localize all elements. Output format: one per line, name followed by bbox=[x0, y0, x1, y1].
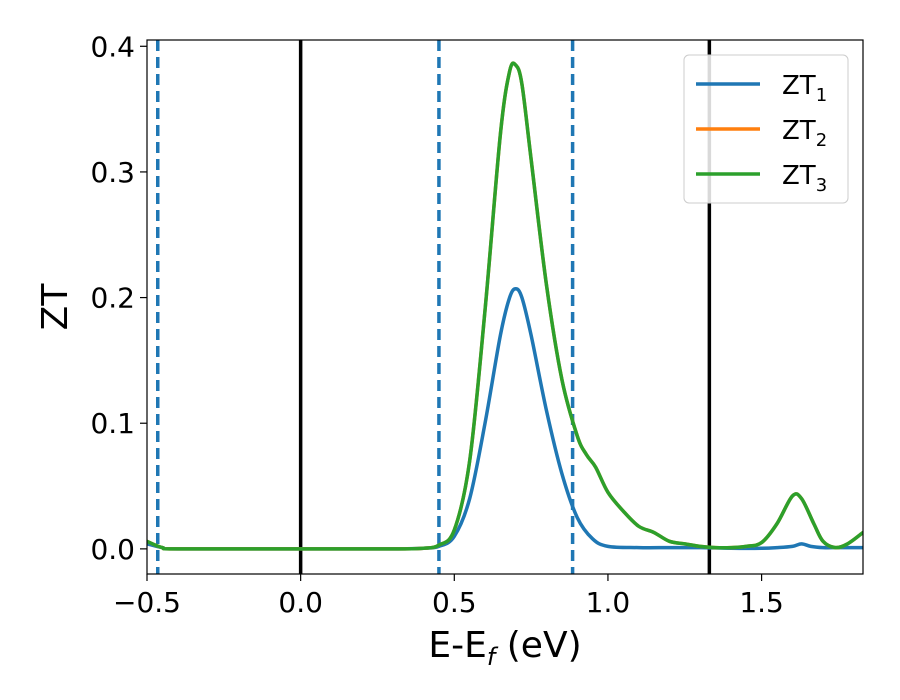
y-tick-label: 0.4 bbox=[90, 30, 135, 63]
y-axis: 0.0 0.1 0.2 0.3 0.4 bbox=[90, 30, 147, 566]
x-tick-label: 1.5 bbox=[739, 586, 784, 619]
y-axis-label: ZT bbox=[35, 283, 76, 331]
x-tick-label: 0.0 bbox=[278, 586, 323, 619]
x-tick-label: −0.5 bbox=[113, 586, 181, 619]
y-tick-label: 0.0 bbox=[90, 533, 135, 566]
x-axis-label: E-Ef (eV) bbox=[428, 625, 581, 671]
y-tick-label: 0.3 bbox=[90, 156, 135, 189]
legend-label: ZT1 bbox=[782, 71, 827, 106]
series-line-1 bbox=[147, 287, 863, 551]
legend-box bbox=[683, 54, 849, 204]
series-layer bbox=[147, 61, 863, 551]
legend-label: ZT3 bbox=[782, 161, 827, 196]
x-tick-label: 0.5 bbox=[432, 586, 477, 619]
x-axis: −0.5 0.0 0.5 1.0 1.5 bbox=[113, 574, 784, 619]
x-tick-label: 1.0 bbox=[586, 586, 631, 619]
series-line-3 bbox=[147, 61, 863, 551]
legend-label: ZT2 bbox=[782, 116, 827, 151]
y-tick-label: 0.1 bbox=[90, 407, 135, 440]
plot-frame bbox=[146, 39, 864, 575]
y-tick-label: 0.2 bbox=[90, 282, 135, 315]
legend: ZT1 ZT2 ZT3 bbox=[683, 54, 849, 204]
reference-lines bbox=[156, 40, 712, 574]
